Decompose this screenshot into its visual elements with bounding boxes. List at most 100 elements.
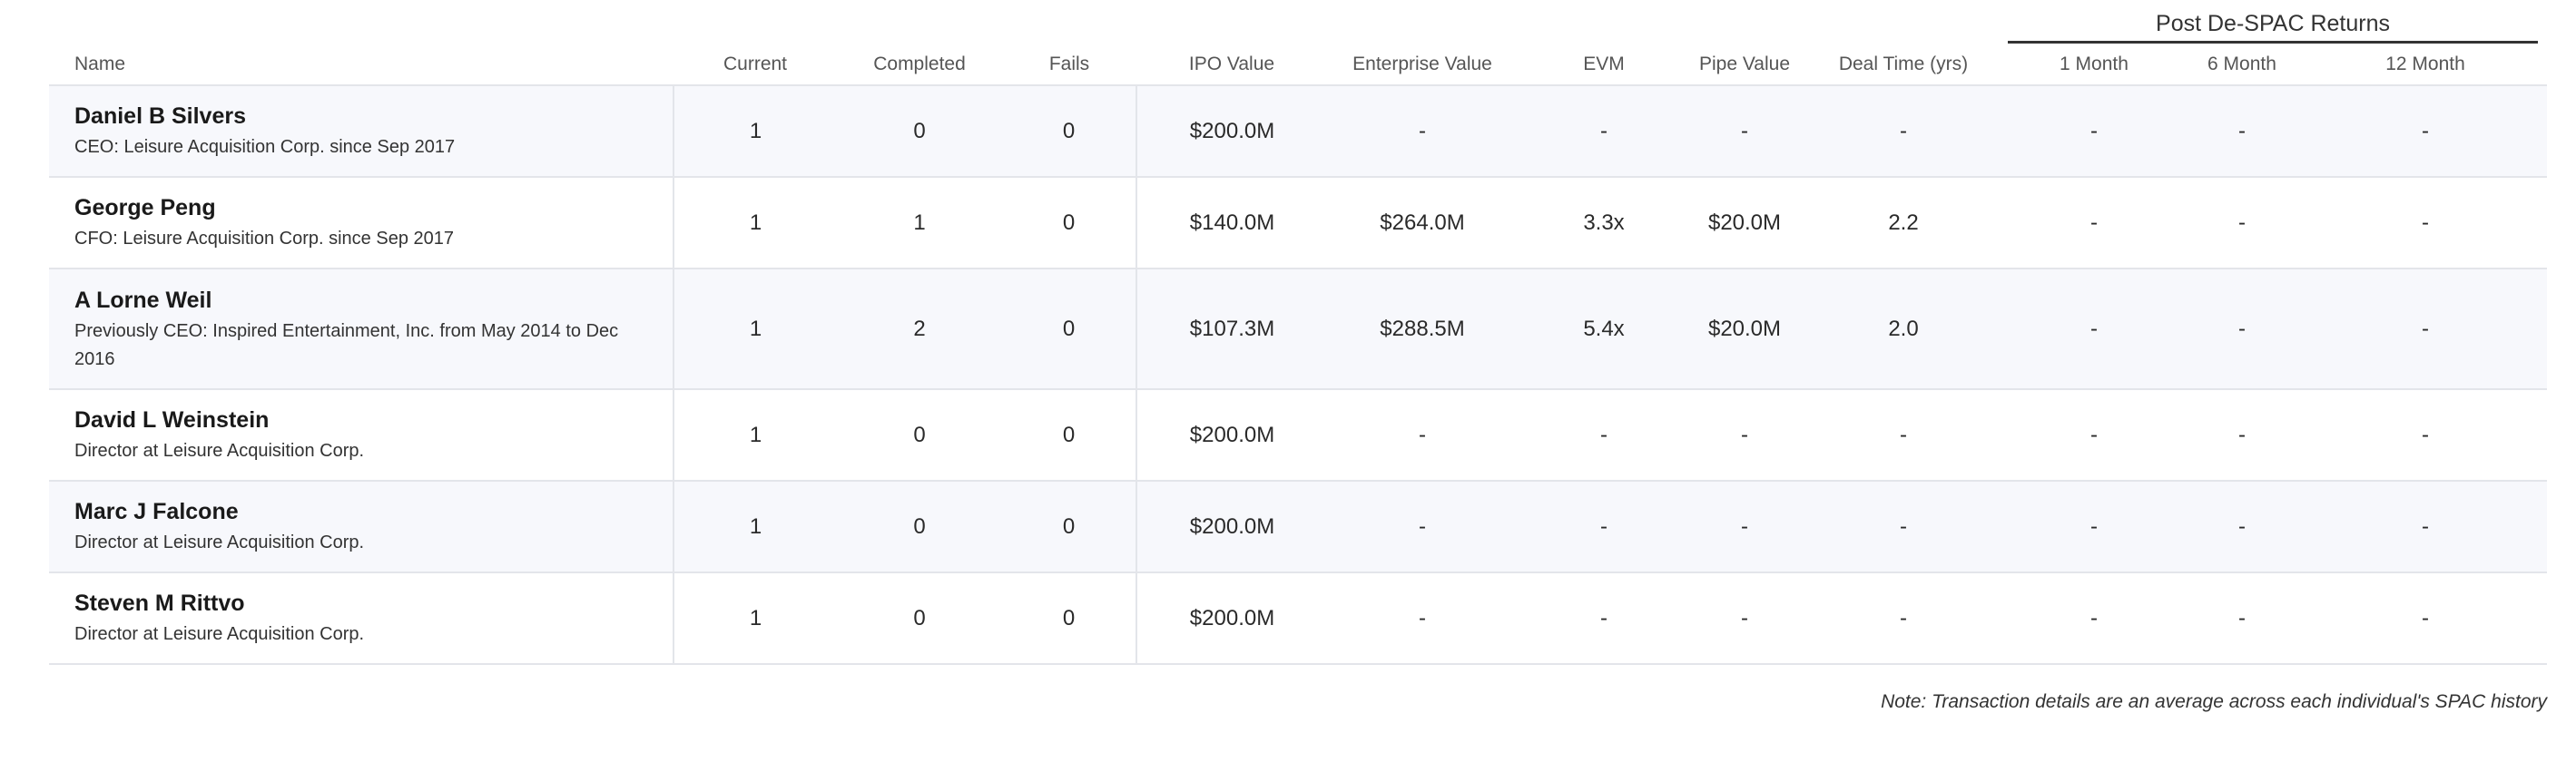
deal-time-cell: 2.2 xyxy=(1888,210,1919,235)
person-cell: David L Weinstein Director at Leisure Ac… xyxy=(49,389,674,481)
return-6-month-cell: - xyxy=(2238,513,2246,539)
enterprise-value-cell: $288.5M xyxy=(1380,316,1465,341)
pipe-value-cell: $20.0M xyxy=(1707,316,1782,341)
return-1-month-cell: - xyxy=(2090,118,2098,143)
return-12-month-cell: - xyxy=(2422,118,2430,143)
person-name[interactable]: Marc J Falcone xyxy=(74,499,239,524)
return-1-month-cell: - xyxy=(2090,605,2098,630)
person-name[interactable]: Daniel B Silvers xyxy=(74,103,246,129)
col-header-6-month[interactable]: 6 Month xyxy=(2180,44,2304,86)
ipo-value-cell: $200.0M xyxy=(1189,605,1275,630)
ipo-value-cell: $200.0M xyxy=(1189,422,1275,447)
return-6-month-cell: - xyxy=(2238,118,2246,143)
spac-people-table-container: Post De-SPAC Returns Name Current Comple… xyxy=(49,0,2548,665)
column-header-row: Name Current Completed Fails IPO Value E… xyxy=(49,44,2548,86)
deal-time-cell: - xyxy=(1900,422,1907,447)
person-cell: Daniel B Silvers CEO: Leisure Acquisitio… xyxy=(49,85,674,177)
table-row: Marc J Falcone Director at Leisure Acqui… xyxy=(49,481,2548,572)
return-6-month-cell: - xyxy=(2238,316,2246,341)
evm-cell: 3.3x xyxy=(1583,210,1625,235)
pipe-value-cell: - xyxy=(1741,118,1748,143)
current-cell: 1 xyxy=(749,513,762,539)
ipo-value-cell: $200.0M xyxy=(1189,513,1275,539)
return-12-month-cell: - xyxy=(2422,316,2430,341)
table-row: David L Weinstein Director at Leisure Ac… xyxy=(49,389,2548,481)
enterprise-value-cell: - xyxy=(1419,422,1426,447)
pipe-value-cell: - xyxy=(1741,605,1748,630)
completed-cell: 1 xyxy=(913,210,926,235)
enterprise-value-cell: - xyxy=(1419,605,1426,630)
person-name[interactable]: A Lorne Weil xyxy=(74,287,212,313)
completed-cell: 0 xyxy=(913,118,926,143)
completed-cell: 0 xyxy=(913,422,926,447)
current-cell: 1 xyxy=(749,422,762,447)
person-name[interactable]: George Peng xyxy=(74,195,216,220)
completed-cell: 0 xyxy=(913,513,926,539)
person-cell: A Lorne Weil Previously CEO: Inspired En… xyxy=(49,269,674,389)
return-1-month-cell: - xyxy=(2090,210,2098,235)
completed-cell: 2 xyxy=(913,316,926,341)
post-despac-returns-header: Post De-SPAC Returns xyxy=(2008,11,2539,44)
col-header-ipo-value[interactable]: IPO Value xyxy=(1136,44,1327,86)
deal-time-cell: 2.0 xyxy=(1888,316,1919,341)
person-name[interactable]: David L Weinstein xyxy=(74,407,270,433)
return-1-month-cell: - xyxy=(2090,316,2098,341)
return-12-month-cell: - xyxy=(2422,422,2430,447)
col-header-1-month[interactable]: 1 Month xyxy=(2008,44,2180,86)
col-header-current[interactable]: Current xyxy=(673,44,837,86)
evm-cell: - xyxy=(1600,118,1608,143)
return-12-month-cell: - xyxy=(2422,210,2430,235)
ipo-value-cell: $200.0M xyxy=(1189,118,1275,143)
evm-cell: - xyxy=(1600,513,1608,539)
return-6-month-cell: - xyxy=(2238,210,2246,235)
col-header-pipe-value[interactable]: Pipe Value xyxy=(1690,44,1799,86)
evm-cell: 5.4x xyxy=(1583,316,1625,341)
person-role: Director at Leisure Acquisition Corp. xyxy=(74,441,365,461)
enterprise-value-cell: - xyxy=(1419,513,1426,539)
return-6-month-cell: - xyxy=(2238,605,2246,630)
spac-people-table: Post De-SPAC Returns Name Current Comple… xyxy=(49,0,2548,665)
ipo-value-cell: $107.3M xyxy=(1189,316,1275,341)
deal-time-cell: - xyxy=(1900,118,1907,143)
current-cell: 1 xyxy=(749,605,762,630)
deal-time-cell: - xyxy=(1900,605,1907,630)
return-12-month-cell: - xyxy=(2422,513,2430,539)
return-6-month-cell: - xyxy=(2238,422,2246,447)
current-cell: 1 xyxy=(749,118,762,143)
col-header-12-month[interactable]: 12 Month xyxy=(2304,44,2548,86)
col-header-evm[interactable]: EVM xyxy=(1518,44,1690,86)
ipo-value-cell: $140.0M xyxy=(1189,210,1275,235)
evm-cell: - xyxy=(1600,605,1608,630)
table-footnote: Note: Transaction details are an average… xyxy=(1881,691,2547,712)
evm-cell: - xyxy=(1600,422,1608,447)
return-12-month-cell: - xyxy=(2422,605,2430,630)
table-row: Daniel B Silvers CEO: Leisure Acquisitio… xyxy=(49,85,2548,177)
person-cell: Steven M Rittvo Director at Leisure Acqu… xyxy=(49,572,674,664)
table-row: George Peng CFO: Leisure Acquisition Cor… xyxy=(49,177,2548,269)
col-header-completed[interactable]: Completed xyxy=(837,44,1002,86)
col-header-enterprise-value[interactable]: Enterprise Value xyxy=(1327,44,1518,86)
return-1-month-cell: - xyxy=(2090,513,2098,539)
current-cell: 1 xyxy=(749,210,762,235)
pipe-value-cell: - xyxy=(1741,422,1748,447)
pipe-value-cell: $20.0M xyxy=(1707,210,1782,235)
group-header-row: Post De-SPAC Returns xyxy=(49,0,2547,44)
fails-cell: 0 xyxy=(1002,269,1137,389)
fails-cell: 0 xyxy=(1002,572,1137,664)
person-role: CFO: Leisure Acquisition Corp. since Sep… xyxy=(74,229,454,249)
fails-cell: 0 xyxy=(1002,85,1137,177)
completed-cell: 0 xyxy=(913,605,926,630)
enterprise-value-cell: $264.0M xyxy=(1380,210,1465,235)
current-cell: 1 xyxy=(749,316,762,341)
table-row: Steven M Rittvo Director at Leisure Acqu… xyxy=(49,572,2548,664)
col-header-name[interactable]: Name xyxy=(49,44,673,86)
col-header-deal-time[interactable]: Deal Time (yrs) xyxy=(1799,44,2008,86)
person-role: Previously CEO: Inspired Entertainment, … xyxy=(74,320,619,369)
col-header-fails[interactable]: Fails xyxy=(1002,44,1136,86)
person-name[interactable]: Steven M Rittvo xyxy=(74,591,245,616)
person-cell: George Peng CFO: Leisure Acquisition Cor… xyxy=(49,177,674,269)
fails-cell: 0 xyxy=(1002,177,1137,269)
fails-cell: 0 xyxy=(1002,389,1137,481)
table-row: A Lorne Weil Previously CEO: Inspired En… xyxy=(49,269,2548,389)
fails-cell: 0 xyxy=(1002,481,1137,572)
